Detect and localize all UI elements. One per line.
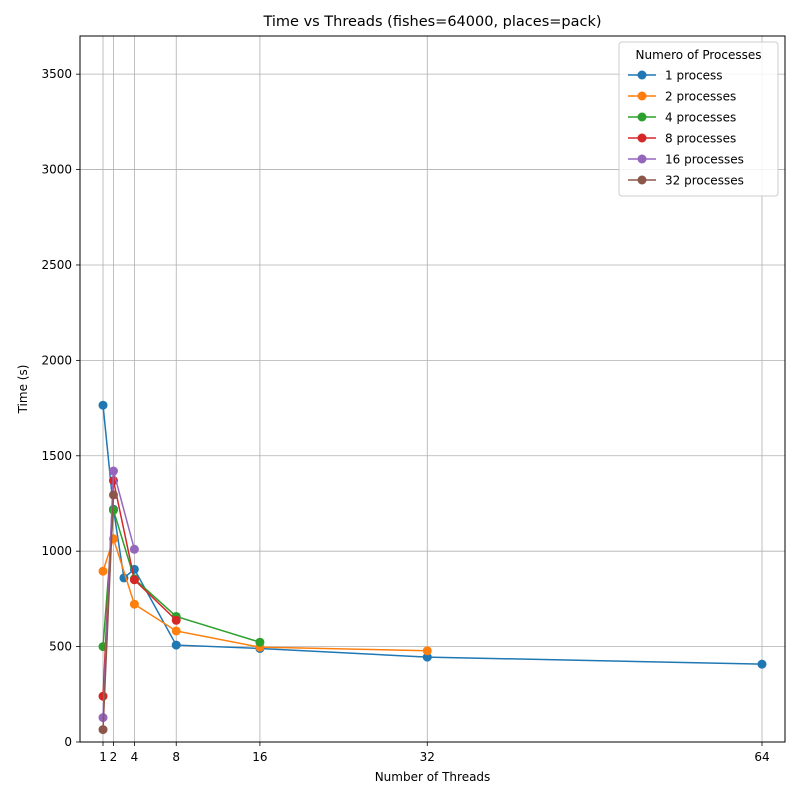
- data-point: [98, 400, 108, 410]
- legend-marker: [637, 91, 647, 101]
- x-tick-label: 32: [420, 750, 435, 764]
- legend-marker: [637, 133, 647, 143]
- data-point: [129, 575, 139, 585]
- legend-entry: 32 processes: [628, 174, 744, 188]
- legend-label: 8 processes: [665, 132, 736, 146]
- y-axis-label: Time (s): [16, 365, 30, 415]
- legend-items: 1 process 2 processes 4 processes 8 process…: [628, 69, 744, 188]
- x-tick-label: 64: [754, 750, 769, 764]
- legend-marker: [637, 70, 647, 80]
- data-point: [171, 615, 181, 625]
- chart-title: Time vs Threads (fishes=64000, places=pa…: [262, 14, 601, 30]
- legend-entry: 4 processes: [628, 111, 736, 125]
- series-6: [98, 490, 118, 735]
- y-tick-label: 0: [64, 735, 72, 749]
- y-tick-label: 500: [49, 640, 72, 654]
- legend-marker: [637, 112, 647, 122]
- ticks: 1 2 4 8 16 32 64 0 500 1000 1500 2000 2500 3000 3500: [41, 67, 769, 764]
- legend-entry: 16 processes: [628, 153, 744, 167]
- y-tick-label: 1000: [41, 544, 72, 558]
- data-point: [129, 544, 139, 554]
- y-tick-label: 3000: [41, 163, 72, 177]
- series-line: [102, 405, 763, 665]
- legend-label: 1 process: [665, 69, 723, 83]
- data-point: [98, 725, 108, 735]
- y-tick-label: 1500: [41, 449, 72, 463]
- legend-entry: 8 processes: [628, 132, 736, 146]
- legend-label: 2 processes: [665, 90, 736, 104]
- legend-marker: [637, 175, 647, 185]
- data-point: [108, 466, 118, 476]
- legend-marker: [637, 154, 647, 164]
- legend-label: 4 processes: [665, 111, 736, 125]
- data-point: [98, 566, 108, 576]
- data-point: [422, 646, 432, 656]
- legend: Numero of Processes 1 process 2 processes…: [618, 41, 779, 197]
- legend-entry: 2 processes: [628, 90, 736, 104]
- legend-title: Numero of Processes: [635, 48, 761, 62]
- legend-box: [618, 41, 779, 197]
- x-axis-label: Number of Threads: [375, 770, 491, 784]
- y-tick-label: 3500: [41, 67, 72, 81]
- data-point: [171, 626, 181, 636]
- series-line: [102, 494, 115, 730]
- data-point: [255, 637, 265, 647]
- x-tick-label: 4: [131, 750, 139, 764]
- legend-label: 16 processes: [665, 153, 744, 167]
- data-point: [129, 599, 139, 609]
- legend-entry: 1 process: [628, 69, 723, 83]
- data-point: [98, 691, 108, 701]
- x-tick-label: 2: [110, 750, 118, 764]
- y-tick-label: 2000: [41, 353, 72, 367]
- y-tick-label: 2500: [41, 258, 72, 272]
- data-point: [422, 652, 432, 662]
- data-point: [757, 659, 767, 669]
- x-tick-label: 16: [252, 750, 267, 764]
- legend-label: 32 processes: [665, 174, 744, 188]
- series-layer: [98, 400, 767, 735]
- x-tick-label: 1: [99, 750, 107, 764]
- plot-frame: [79, 35, 786, 743]
- data-point: [108, 490, 118, 500]
- x-tick-label: 8: [172, 750, 180, 764]
- data-point: [171, 640, 181, 650]
